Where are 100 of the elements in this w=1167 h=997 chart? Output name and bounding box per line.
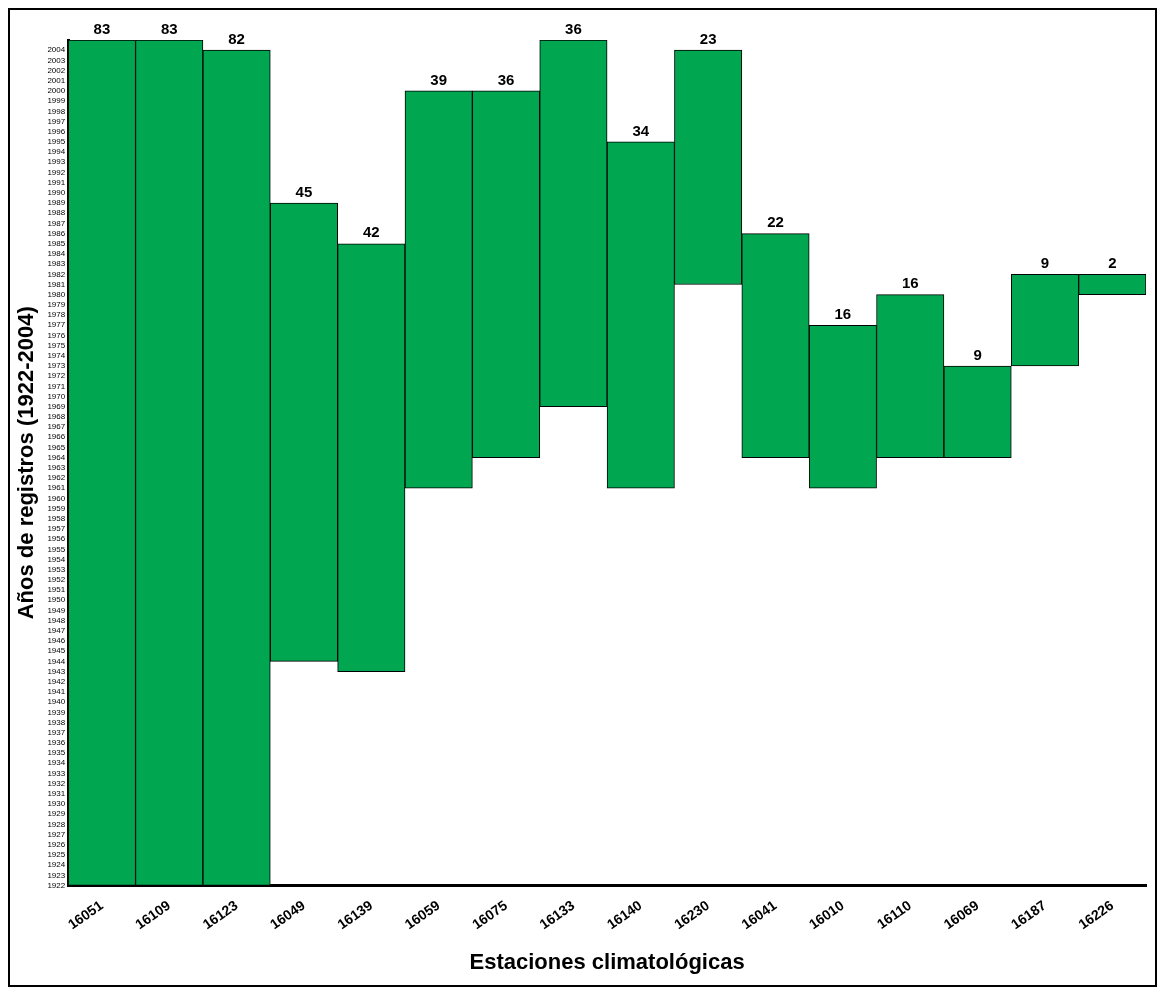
data-label: 2 — [1108, 253, 1117, 271]
y-tick-label: 1984 — [47, 249, 66, 259]
y-tick-label: 1956 — [47, 534, 66, 544]
data-label: 39 — [430, 70, 448, 88]
y-tick-label: 1967 — [47, 422, 66, 432]
y-axis-title: Años de registros (1922-2004) — [13, 306, 39, 620]
y-tick-label: 1977 — [47, 320, 66, 330]
y-tick-label: 1964 — [47, 452, 66, 462]
y-tick-label: 1969 — [47, 401, 66, 411]
data-label: 42 — [362, 223, 380, 241]
y-tick-label: 1949 — [47, 605, 66, 615]
y-tick-label: 2000 — [47, 86, 66, 96]
data-label: 82 — [228, 29, 245, 47]
y-tick-label: 1962 — [47, 473, 66, 483]
y-tick-label: 1980 — [47, 289, 66, 299]
y-tick-label: 1925 — [47, 850, 66, 860]
y-tick-label: 1929 — [47, 809, 66, 819]
y-tick-label: 1993 — [47, 157, 66, 167]
y-tick-label: 1963 — [47, 463, 66, 473]
y-tick-label: 2001 — [47, 75, 66, 85]
y-tick-label: 1943 — [47, 666, 66, 676]
y-tick-label: 1998 — [47, 106, 66, 116]
y-tick-label: 2002 — [47, 65, 66, 75]
y-tick-label: 1939 — [47, 707, 66, 717]
y-tick-label: 1952 — [47, 575, 66, 585]
data-label: 9 — [973, 345, 982, 363]
y-tick-label: 1976 — [47, 330, 66, 340]
data-label: 36 — [565, 19, 582, 37]
y-tick-label: 1971 — [47, 381, 66, 391]
y-tick-label: 1978 — [47, 310, 66, 320]
y-tick-label: 1938 — [47, 717, 66, 727]
data-label: 45 — [295, 182, 313, 200]
y-tick-label: 1953 — [47, 564, 66, 574]
y-tick-label: 1951 — [47, 585, 66, 595]
y-tick-label: 1924 — [47, 860, 66, 870]
y-tick-label: 1931 — [47, 789, 66, 799]
y-tick-label: 1946 — [47, 636, 66, 646]
y-tick-label: 1983 — [47, 259, 66, 269]
y-tick-label: 1940 — [47, 697, 66, 707]
y-tick-label: 1988 — [47, 208, 66, 218]
y-tick-label: 1955 — [47, 544, 66, 554]
y-tick-label: 1927 — [47, 829, 66, 839]
y-tick-label: 1923 — [47, 870, 66, 880]
y-tick-label: 1987 — [47, 218, 66, 228]
y-tick-label: 1961 — [47, 483, 66, 493]
y-tick-label: 1990 — [47, 188, 66, 198]
data-label: 36 — [497, 70, 515, 88]
y-tick-label: 1950 — [47, 595, 66, 605]
y-tick-label: 1979 — [47, 300, 66, 310]
y-tick-label: 1935 — [47, 748, 66, 758]
y-tick-label: 1972 — [47, 371, 66, 381]
y-tick-label: 1954 — [47, 554, 66, 564]
data-label: 34 — [632, 121, 650, 139]
y-tick-label: 1948 — [47, 615, 66, 625]
x-axis-title: Estaciones climatológicas — [469, 948, 745, 974]
y-tick-label: 1975 — [47, 340, 66, 350]
data-label: 83 — [160, 19, 178, 37]
y-tick-label: 1937 — [47, 727, 66, 737]
y-tick-label: 1966 — [47, 432, 66, 442]
y-tick-label: 1985 — [47, 238, 66, 248]
y-tick-label: 1959 — [47, 503, 66, 513]
y-tick-label: 1989 — [47, 198, 66, 208]
y-tick-label: 1965 — [47, 442, 66, 452]
y-tick-label: 1934 — [47, 758, 66, 768]
data-label: 83 — [93, 19, 111, 37]
y-tick-label: 1945 — [47, 646, 66, 656]
y-tick-label: 1970 — [47, 391, 66, 401]
y-tick-label: 1960 — [47, 493, 66, 503]
y-tick-label: 1926 — [47, 839, 66, 849]
y-tick-label: 1986 — [47, 228, 66, 238]
y-tick-label: 1992 — [47, 167, 66, 177]
y-tick-label: 2004 — [47, 45, 66, 55]
y-tick-label: 1974 — [47, 351, 66, 360]
data-label: 23 — [699, 29, 717, 47]
y-tick-label: 1994 — [47, 147, 66, 157]
y-tick-label: 1930 — [47, 799, 66, 809]
y-tick-label: 1958 — [47, 513, 66, 523]
y-tick-label: 1999 — [47, 96, 66, 106]
y-tick-label: 1941 — [47, 687, 66, 697]
y-tick-label: 1981 — [47, 279, 66, 289]
y-tick-label: 1982 — [47, 269, 66, 279]
y-tick-label: 1996 — [47, 126, 66, 136]
y-tick-label: 2003 — [47, 55, 66, 65]
y-tick-label: 1991 — [47, 177, 66, 187]
y-tick-label: 1995 — [47, 137, 66, 147]
y-tick-label: 1928 — [47, 819, 66, 829]
data-label: 9 — [1040, 253, 1050, 271]
y-tick-label: 1932 — [47, 778, 66, 788]
y-tick-label: 1933 — [47, 768, 66, 778]
y-tick-label: 1973 — [47, 361, 66, 371]
y-tick-label: 1922 — [47, 880, 66, 890]
data-label: 22 — [767, 213, 784, 231]
y-tick-label: 1997 — [47, 116, 66, 126]
y-tick-label: 1957 — [47, 524, 66, 534]
y-tick-label: 1968 — [47, 412, 66, 422]
data-label: 16 — [834, 304, 852, 322]
data-label: 16 — [901, 274, 919, 292]
y-tick-label: 1947 — [47, 626, 66, 636]
y-tick-label: 1936 — [47, 738, 66, 748]
y-tick-label: 1944 — [47, 656, 66, 666]
